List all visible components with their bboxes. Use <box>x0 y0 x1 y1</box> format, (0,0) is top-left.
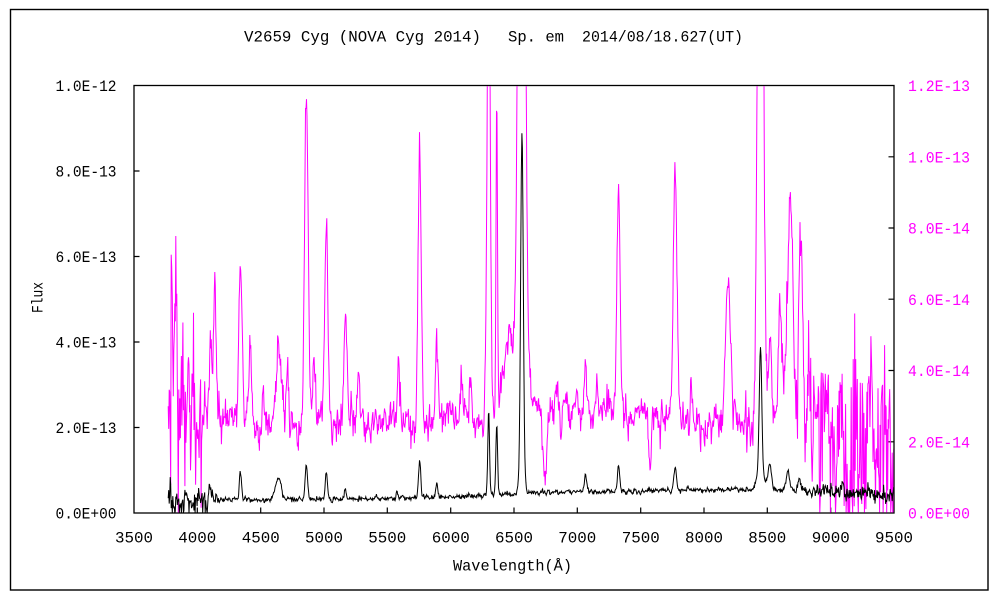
svg-text:9500: 9500 <box>875 530 913 548</box>
svg-text:7000: 7000 <box>558 530 596 548</box>
svg-text:0.0E+00: 0.0E+00 <box>908 506 970 524</box>
svg-text:6500: 6500 <box>495 530 533 548</box>
svg-text:5000: 5000 <box>305 530 343 548</box>
svg-text:8500: 8500 <box>748 530 786 548</box>
svg-text:6.0E-13: 6.0E-13 <box>56 249 117 267</box>
svg-text:6.0E-14: 6.0E-14 <box>908 292 970 310</box>
svg-text:2.0E-13: 2.0E-13 <box>56 420 117 438</box>
svg-text:1.2E-13: 1.2E-13 <box>908 78 970 96</box>
svg-text:Wavelength(Å): Wavelength(Å) <box>453 558 572 576</box>
svg-text:Flux: Flux <box>30 282 48 313</box>
svg-text:2.0E-14: 2.0E-14 <box>908 434 970 452</box>
svg-text:3500: 3500 <box>115 530 153 548</box>
svg-text:5500: 5500 <box>368 530 406 548</box>
svg-text:0.0E+00: 0.0E+00 <box>56 506 117 524</box>
svg-text:1.0E-13: 1.0E-13 <box>908 149 970 167</box>
svg-text:V2659 Cyg (NOVA Cyg 2014): V2659 Cyg (NOVA Cyg 2014) <box>244 29 481 47</box>
svg-text:7500: 7500 <box>622 530 660 548</box>
svg-text:6000: 6000 <box>432 530 470 548</box>
svg-text:8.0E-14: 8.0E-14 <box>908 221 970 239</box>
svg-text:1.0E-12: 1.0E-12 <box>56 78 117 96</box>
svg-text:2014/08/18.627(UT): 2014/08/18.627(UT) <box>582 29 743 47</box>
svg-text:4000: 4000 <box>178 530 216 548</box>
svg-text:9000: 9000 <box>812 530 850 548</box>
svg-text:4.0E-13: 4.0E-13 <box>56 335 117 353</box>
svg-text:4.0E-14: 4.0E-14 <box>908 363 970 381</box>
svg-text:4500: 4500 <box>242 530 280 548</box>
svg-text:8.0E-13: 8.0E-13 <box>56 164 117 182</box>
svg-text:8000: 8000 <box>685 530 723 548</box>
svg-text:Sp. em: Sp. em <box>508 29 564 47</box>
